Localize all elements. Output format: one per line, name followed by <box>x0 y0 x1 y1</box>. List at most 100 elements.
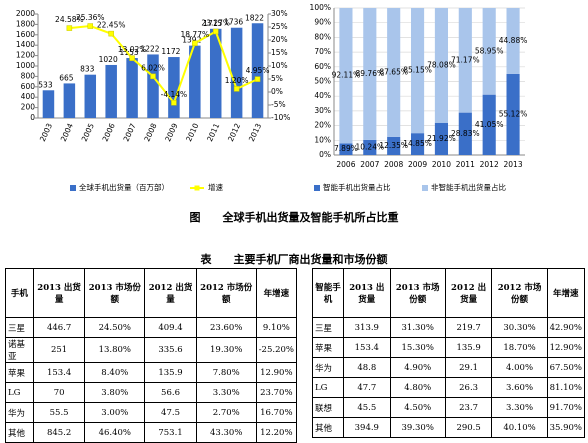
header-cell: 2012 出货量 <box>444 268 493 318</box>
bar <box>189 45 201 119</box>
table-cell: 2.70% <box>195 402 257 423</box>
table-cell: 153.4 <box>342 337 391 358</box>
table-cell: 47.5 <box>144 402 197 423</box>
bar <box>251 23 264 119</box>
table-cell: 409.4 <box>144 317 197 338</box>
table-cell: 3.60% <box>491 377 548 398</box>
x-tick-label: 2007 <box>121 122 137 143</box>
bar <box>63 83 76 118</box>
table-row: 华为 48.8 4.90% 29.1 4.00% 67.50% <box>312 357 586 378</box>
table: 智能手机 2013 出货量 2013 市场份额 2012 出货量 2012 市场份额 年增… <box>312 268 586 438</box>
x-tick-label: 2005 <box>80 122 96 143</box>
table-cell: 26.3 <box>444 377 493 398</box>
table-cell: 华为 <box>312 357 344 378</box>
data-label: 1822 <box>245 13 264 22</box>
legend-swatch <box>70 185 76 191</box>
table-cell: 35.90% <box>546 417 586 438</box>
y-tick-label: 50% <box>314 77 331 86</box>
bar-segment <box>482 8 496 95</box>
data-label: 21.92% <box>427 134 456 143</box>
table-cell: 219.7 <box>444 317 493 338</box>
line-marker <box>192 40 198 46</box>
data-label: 58.95% <box>475 46 504 55</box>
data-label: 12.35% <box>379 141 408 150</box>
table-cell: 苹果 <box>312 337 344 358</box>
y-tick-label: 1200 <box>16 51 35 60</box>
legend-swatch <box>314 185 320 191</box>
bar-segment <box>482 94 496 155</box>
table-row: 华为 55.5 3.00% 47.5 2.70% 16.70% <box>5 402 298 423</box>
table-cell: 845.2 <box>32 422 86 443</box>
bar <box>168 57 180 118</box>
table-cell: 7.80% <box>195 362 257 383</box>
header-cell: 年增速 <box>546 268 586 318</box>
bar-segment <box>434 8 449 123</box>
data-label: 24.58% <box>55 15 84 24</box>
table-cell: 其他 <box>312 417 344 438</box>
table-cell: 135.9 <box>444 337 493 358</box>
header-cell: 2012 市场份额 <box>195 268 257 318</box>
table-cell: 3.80% <box>84 382 146 403</box>
x-tick-label: 2013 <box>247 122 263 143</box>
bar-segment <box>410 133 425 155</box>
table-cell: 394.9 <box>342 417 391 438</box>
bar <box>147 54 159 118</box>
y-tick-label: 30% <box>271 9 288 18</box>
line-marker <box>87 23 94 29</box>
table-cell: LG <box>312 377 344 398</box>
y-tick-label: 40% <box>314 91 331 100</box>
data-label: 89.76% <box>356 69 385 78</box>
table-cell: -25.20% <box>255 337 298 363</box>
table-cell: 4.90% <box>389 357 446 378</box>
legend-label: 增速 <box>208 182 223 192</box>
y-tick-label: 1800 <box>16 19 35 28</box>
data-label: 833 <box>80 65 95 74</box>
data-label: 1153 <box>120 48 139 57</box>
table-cell: 251 <box>32 337 86 363</box>
legend-label: 非智能手机出货量占比 <box>431 182 506 192</box>
x-tick-label: 2012 <box>226 122 242 143</box>
table-cell: 40.10% <box>491 417 548 438</box>
data-label: 533 <box>38 80 53 89</box>
y-tick-label: 20% <box>271 35 288 44</box>
table-cell: 70 <box>32 382 86 403</box>
table-cell: 30.30% <box>491 317 548 338</box>
y-tick-label: 10% <box>314 135 331 144</box>
table-cell: 3.00% <box>84 402 146 423</box>
table-cell: 三星 <box>312 317 344 338</box>
x-tick-label: 2003 <box>38 122 54 143</box>
bar-segment <box>339 8 353 144</box>
table-cell: 45.5 <box>342 397 391 418</box>
data-label: 1392 <box>182 36 201 45</box>
table-cell: 12.90% <box>546 337 586 358</box>
bar-segment <box>506 73 520 155</box>
data-label: 87.65% <box>379 67 408 76</box>
data-label: 18.77% <box>181 30 210 39</box>
data-label: 10.24% <box>356 142 385 151</box>
bar <box>42 90 55 118</box>
line-marker <box>66 25 73 31</box>
table-cell: 12.20% <box>255 422 298 443</box>
table-cell: 8.40% <box>84 362 146 383</box>
data-label: 1222 <box>140 44 159 53</box>
table-row: 联想 45.5 4.50% 23.7 3.30% 91.70% <box>312 397 586 418</box>
data-label: 1715 <box>203 19 222 28</box>
table-cell: 55.5 <box>32 402 86 423</box>
table-cell: 48.8 <box>342 357 391 378</box>
data-label: 1.20% <box>225 76 249 85</box>
table-row: LG 47.7 4.80% 26.3 3.60% 81.10% <box>312 377 586 398</box>
data-label: -4.14% <box>161 90 188 99</box>
table-cell: 4.80% <box>389 377 446 398</box>
table: 手机 2013 出货量 2013 市场份额 2012 出货量 2012 市场份额 年增速三… <box>5 268 298 443</box>
bar-segment <box>458 8 472 113</box>
y-tick-label: 90% <box>314 18 331 27</box>
table-cell: 153.4 <box>32 362 86 383</box>
data-label: 71.17% <box>451 55 480 64</box>
table-title: 表 主要手机厂商出货量和市场份额 <box>200 253 388 266</box>
bar-segment <box>363 8 377 140</box>
bar-segment <box>363 139 377 155</box>
table-cell: 苹果 <box>5 362 34 383</box>
table-row: 苹果 153.4 8.40% 135.9 7.80% 12.90% <box>5 362 298 383</box>
figure-caption: 图 全球手机出货量及智能手机所占比重 <box>189 211 399 224</box>
